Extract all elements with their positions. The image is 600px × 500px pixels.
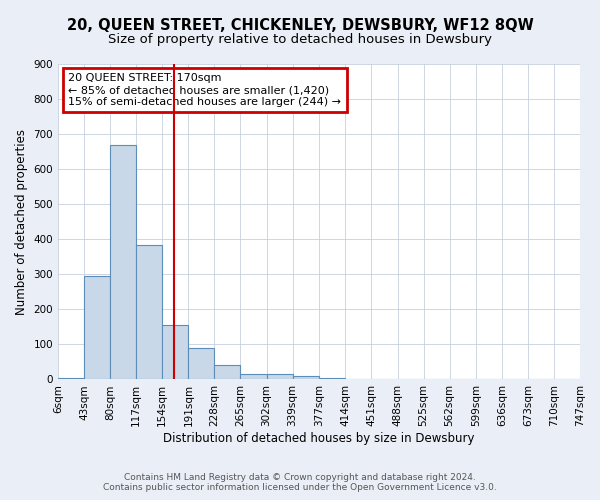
Text: Contains HM Land Registry data © Crown copyright and database right 2024.
Contai: Contains HM Land Registry data © Crown c…	[103, 473, 497, 492]
Bar	[214, 366, 241, 380]
Bar	[188, 348, 214, 380]
Bar	[110, 144, 136, 380]
Text: 20 QUEEN STREET: 170sqm
← 85% of detached houses are smaller (1,420)
15% of semi: 20 QUEEN STREET: 170sqm ← 85% of detache…	[68, 74, 341, 106]
Bar	[319, 378, 346, 380]
Bar	[293, 376, 319, 380]
Text: Size of property relative to detached houses in Dewsbury: Size of property relative to detached ho…	[108, 32, 492, 46]
Bar	[241, 374, 266, 380]
Bar	[266, 374, 293, 380]
Bar	[58, 378, 84, 380]
Bar	[84, 276, 110, 380]
Bar	[136, 244, 162, 380]
Y-axis label: Number of detached properties: Number of detached properties	[15, 128, 28, 314]
Text: 20, QUEEN STREET, CHICKENLEY, DEWSBURY, WF12 8QW: 20, QUEEN STREET, CHICKENLEY, DEWSBURY, …	[67, 18, 533, 32]
X-axis label: Distribution of detached houses by size in Dewsbury: Distribution of detached houses by size …	[163, 432, 475, 445]
Bar	[162, 325, 188, 380]
